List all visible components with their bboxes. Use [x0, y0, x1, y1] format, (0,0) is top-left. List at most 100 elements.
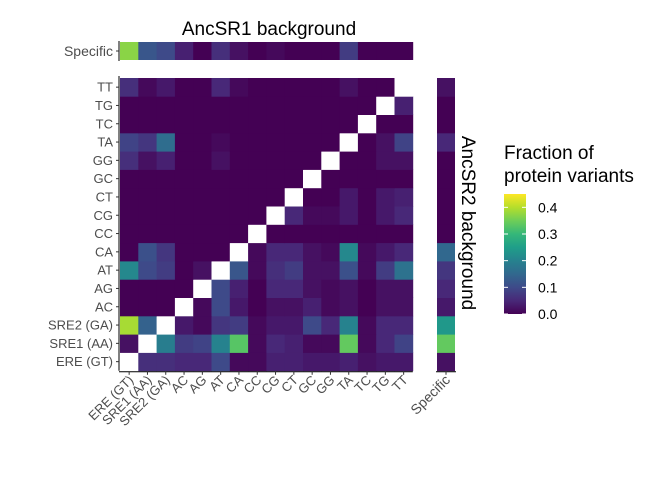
- cell-ag-ac: [174, 279, 194, 298]
- cell-tc-ta: [339, 114, 359, 134]
- cell-tg-ere-gt: [120, 96, 139, 115]
- cell-sre2-ga-cg: [266, 315, 286, 335]
- cell-ag-ct: [284, 279, 304, 298]
- right-specific-cell-sre1-aa: [437, 334, 455, 353]
- cell-tg-sre2-ga: [156, 96, 176, 115]
- cell-ca-cg: [266, 242, 286, 262]
- right-specific-cell-cg: [437, 206, 455, 225]
- cell-ag-gc: [303, 279, 322, 298]
- cell-cg-ta: [339, 206, 359, 225]
- cell-sre2-ga-ta: [339, 315, 359, 335]
- cell-gg-gg: [321, 151, 340, 170]
- cell-ac-ere-gt: [120, 297, 139, 317]
- main-heatmap-grid: [120, 78, 414, 372]
- right-specific-column: [437, 78, 455, 372]
- cell-tg-at: [211, 96, 231, 115]
- cell-ca-ag: [193, 242, 212, 262]
- cell-sre1-aa-tg: [376, 334, 395, 353]
- cell-gc-cc: [248, 169, 267, 189]
- cell-ag-tg: [376, 279, 395, 298]
- right-specific-cell-ac: [437, 297, 455, 317]
- cell-ac-at: [211, 297, 231, 317]
- cell-gg-cc: [248, 151, 267, 170]
- cell-ta-ag: [193, 132, 212, 152]
- cell-gc-ag: [193, 169, 212, 189]
- cell-ere-gt-tg: [376, 352, 395, 372]
- cell-tc-ct: [284, 114, 304, 134]
- cell-tg-ag: [193, 96, 212, 115]
- cell-ere-gt-ere-gt: [120, 352, 139, 372]
- cell-ta-ac: [174, 132, 194, 152]
- top-specific-cell-ct: [284, 42, 304, 60]
- cell-gg-ca: [229, 151, 249, 170]
- cell-ta-ct: [284, 132, 304, 152]
- cell-ca-ta: [339, 242, 359, 262]
- cell-ct-gc: [303, 187, 322, 207]
- cell-ca-gg: [321, 242, 340, 262]
- cell-at-ac: [174, 261, 194, 280]
- cell-ere-gt-tt: [394, 352, 414, 372]
- cell-cc-ca: [229, 224, 249, 244]
- top-specific-cell-ta: [339, 42, 359, 60]
- right-specific-axis: Specific: [407, 371, 456, 418]
- colorbar-tick-label: 0.3: [538, 226, 558, 242]
- cell-gc-ct: [284, 169, 304, 189]
- cell-ct-ag: [193, 187, 212, 207]
- cell-sre2-ga-ere-gt: [120, 315, 139, 335]
- cell-sre2-ga-tg: [376, 315, 395, 335]
- cell-cg-ac: [174, 206, 194, 225]
- cell-ag-cc: [248, 279, 267, 298]
- cell-gg-ac: [174, 151, 194, 170]
- cell-ta-gg: [321, 132, 340, 152]
- y-tick-label: GC: [94, 171, 114, 186]
- cell-ac-cc: [248, 297, 267, 317]
- colorbar-tick-label: 0.0: [538, 306, 558, 322]
- cell-ta-ere-gt: [120, 132, 139, 152]
- cell-ac-ag: [193, 297, 212, 317]
- cell-ct-ac: [174, 187, 194, 207]
- cell-ac-cg: [266, 297, 286, 317]
- cell-tc-tt: [394, 114, 414, 134]
- cell-ca-ere-gt: [120, 242, 139, 262]
- cell-ca-sre1-aa: [138, 242, 157, 262]
- cell-tt-ac: [174, 78, 194, 97]
- cell-tc-sre2-ga: [156, 114, 176, 134]
- cell-tc-tg: [376, 114, 395, 134]
- cell-tg-tg: [376, 96, 395, 115]
- right-specific-cell-ta: [437, 132, 455, 152]
- cell-tc-ac: [174, 114, 194, 134]
- top-specific-label: Specific: [64, 43, 113, 59]
- cell-sre2-ga-ac: [174, 315, 194, 335]
- cell-gc-tt: [394, 169, 414, 189]
- cell-tt-sre1-aa: [138, 78, 157, 97]
- y-tick-label: SRE2 (GA): [48, 318, 113, 333]
- right-specific-cell-sre2-ga: [437, 315, 455, 335]
- cell-ct-tc: [357, 187, 377, 207]
- right-axis-title: AncSR2 background: [457, 136, 478, 310]
- cell-tt-tt: [394, 78, 414, 97]
- top-specific-axis: Specific: [64, 41, 120, 61]
- cell-tt-ct: [284, 78, 304, 97]
- x-tick-label: GG: [313, 372, 338, 397]
- cell-ac-tc: [357, 297, 377, 317]
- cell-ac-ct: [284, 297, 304, 317]
- cell-gc-cg: [266, 169, 286, 189]
- cell-gg-cg: [266, 151, 286, 170]
- cell-cg-at: [211, 206, 231, 225]
- cell-tt-cc: [248, 78, 267, 97]
- cell-gg-tt: [394, 151, 414, 170]
- cell-ta-tg: [376, 132, 395, 152]
- colorbar-tick-label: 0.1: [538, 279, 558, 295]
- top-specific-cell-cc: [248, 42, 267, 60]
- right-specific-cell-cc: [437, 224, 455, 244]
- cell-tg-cg: [266, 96, 286, 115]
- cell-cc-gg: [321, 224, 340, 244]
- cell-ere-gt-ct: [284, 352, 304, 372]
- cell-gg-ere-gt: [120, 151, 139, 170]
- cell-gg-tc: [357, 151, 377, 170]
- cell-ere-gt-gg: [321, 352, 340, 372]
- cell-at-ca: [229, 261, 249, 280]
- cell-gc-sre2-ga: [156, 169, 176, 189]
- cell-ct-gg: [321, 187, 340, 207]
